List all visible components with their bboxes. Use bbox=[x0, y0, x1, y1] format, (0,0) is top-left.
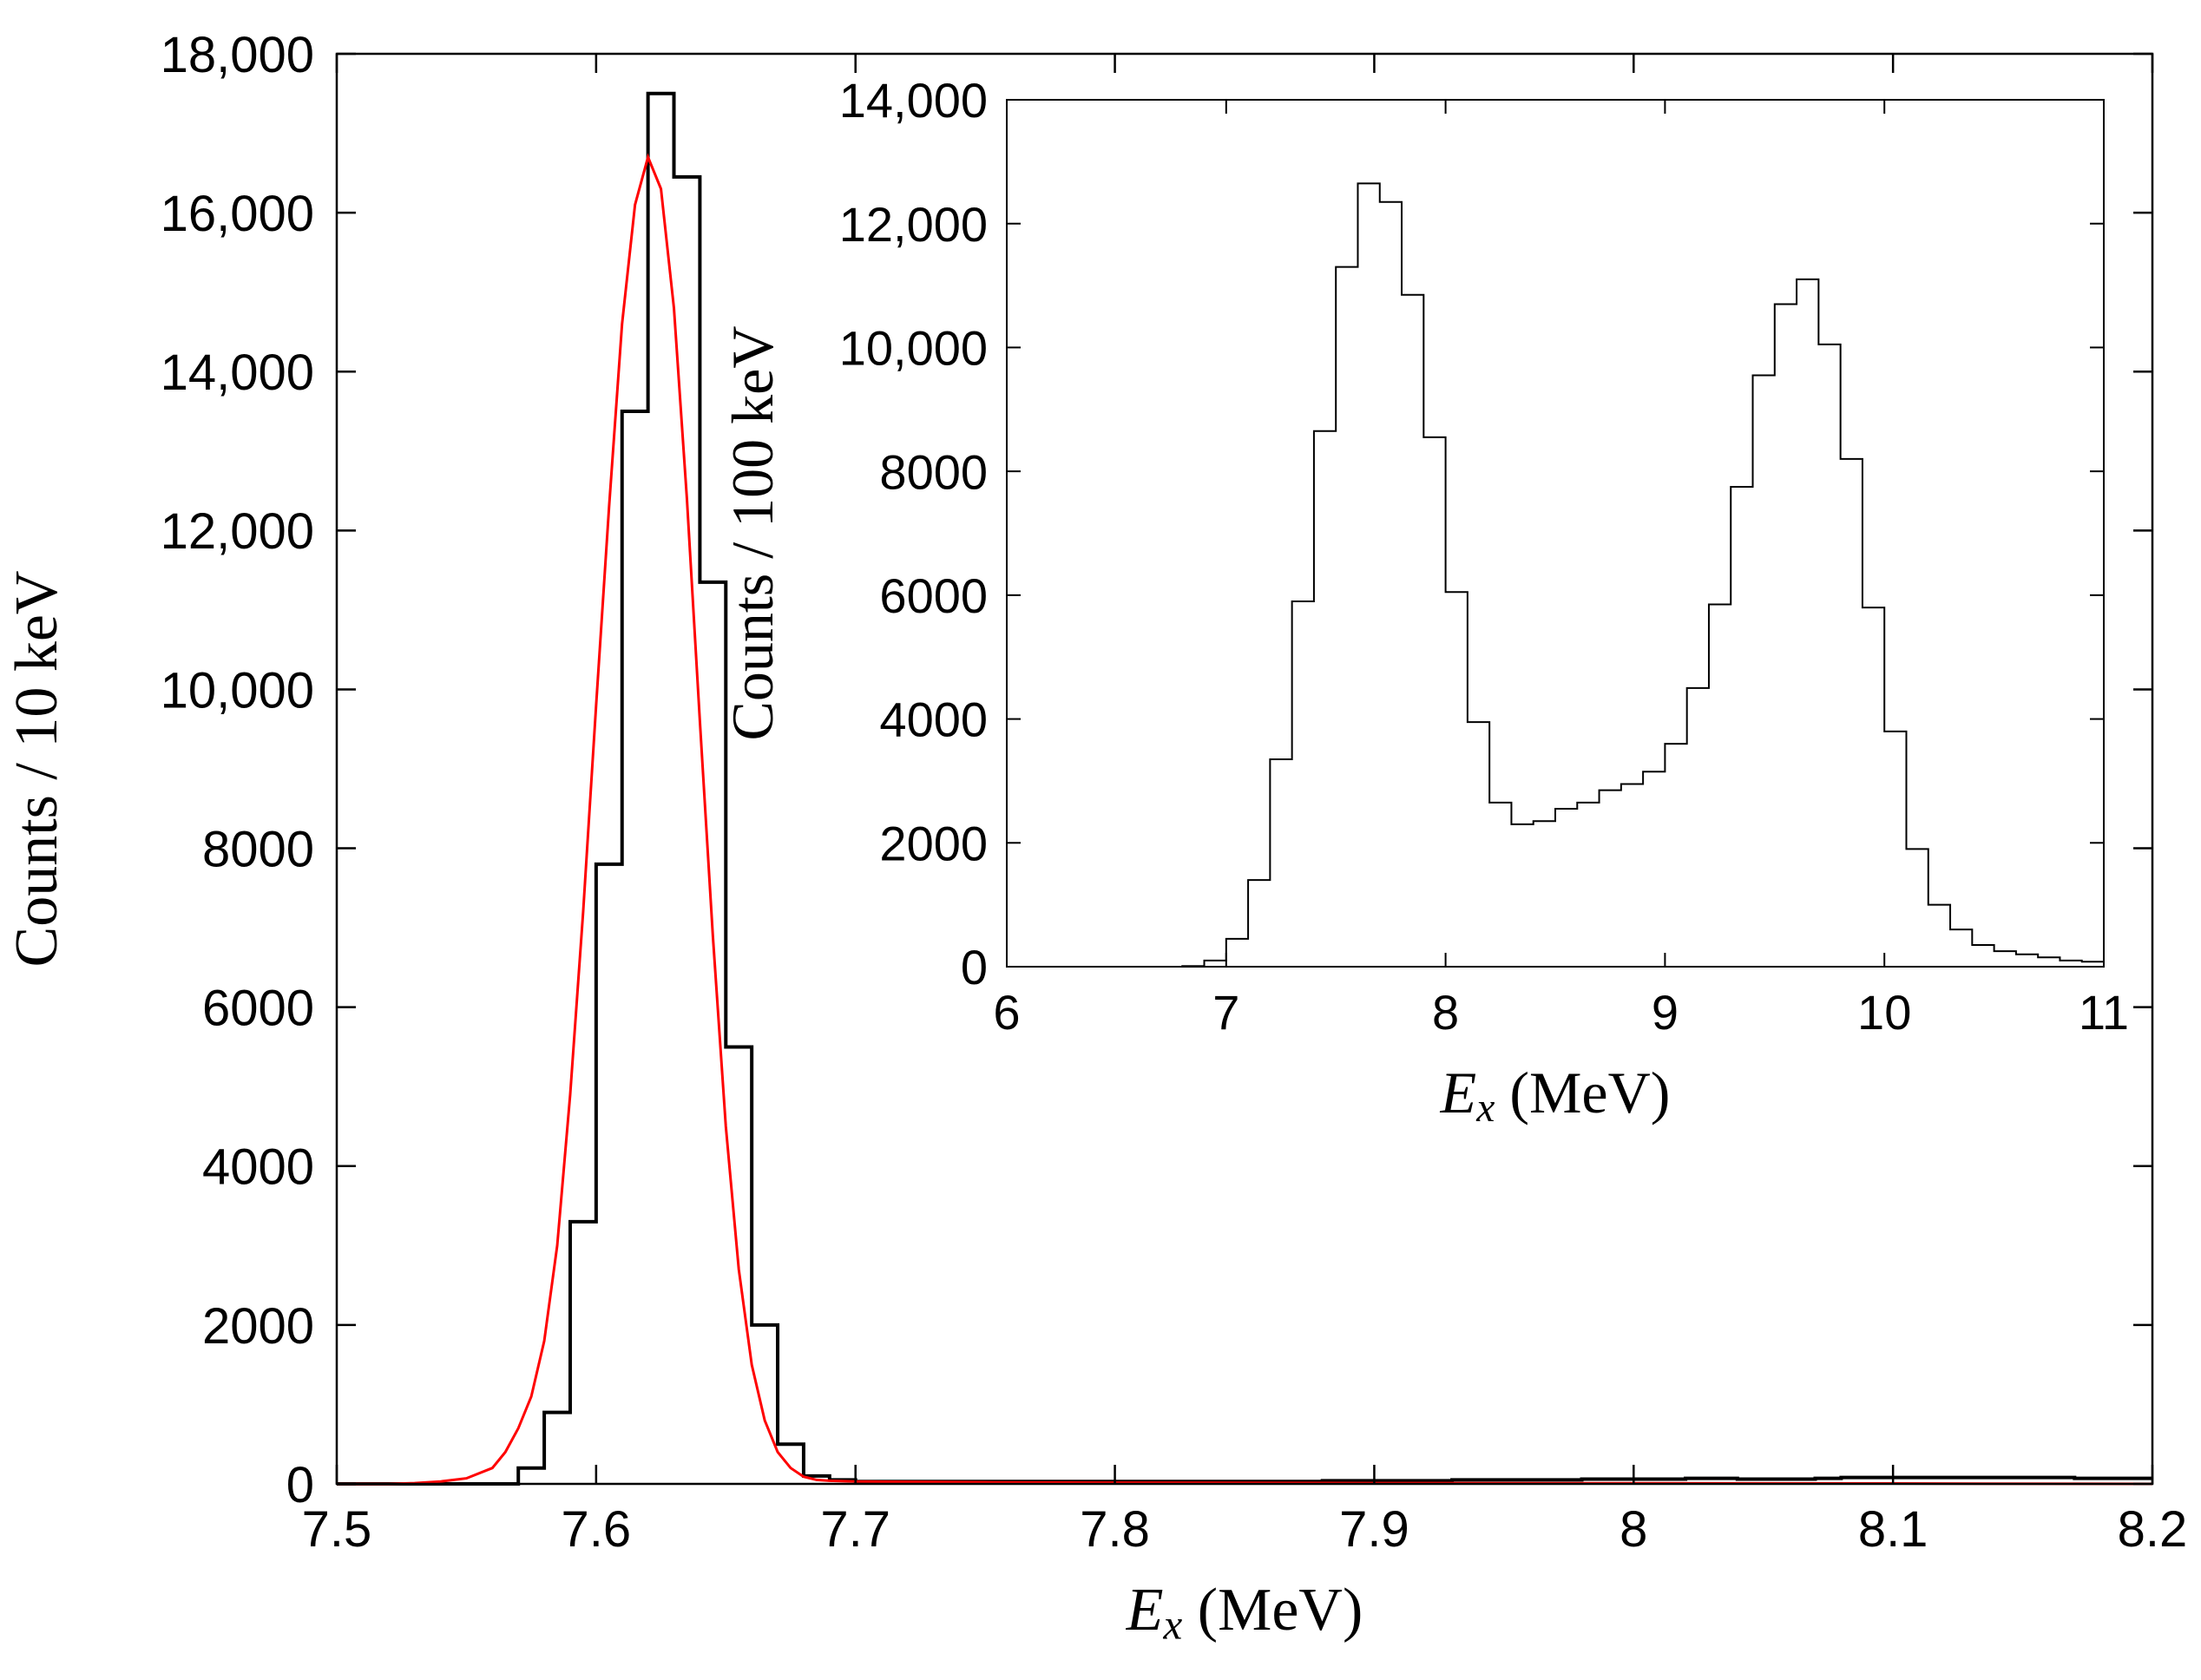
inset-ytick-label: 12,000 bbox=[839, 197, 988, 252]
main-x-axis-symbol: E bbox=[1126, 1577, 1164, 1644]
main-xtick-label: 8.1 bbox=[1858, 1501, 1928, 1558]
inset-xtick-label: 11 bbox=[2079, 985, 2129, 1040]
inset-ytick-label: 6000 bbox=[879, 568, 988, 623]
inset-x-axis-units: (MeV) bbox=[1495, 1060, 1670, 1125]
inset-ytick-label: 4000 bbox=[879, 692, 988, 747]
main-xtick-label: 7.6 bbox=[562, 1501, 632, 1558]
main-x-axis-units: (MeV) bbox=[1182, 1577, 1363, 1644]
inset-ytick-label: 10,000 bbox=[839, 321, 988, 376]
inset-y-axis-label: Counts / 100 keV bbox=[719, 326, 785, 741]
inset-x-axis-label: Ex (MeV) bbox=[1440, 1060, 1671, 1131]
main-ytick-label: 2000 bbox=[202, 1298, 314, 1355]
inset-xtick-label: 6 bbox=[993, 985, 1020, 1040]
inset-xtick-label: 7 bbox=[1212, 985, 1239, 1040]
inset-x-axis-symbol: E bbox=[1440, 1060, 1477, 1125]
main-xtick-label: 7.8 bbox=[1080, 1501, 1150, 1558]
inset-chart: 6 7 8 9 10 11 0 2000 4000 6000 8000 10,000 12,000 14,… bbox=[719, 73, 2129, 1131]
main-ytick-label: 12,000 bbox=[161, 503, 314, 560]
main-ytick-label: 8000 bbox=[202, 821, 314, 877]
inset-axes-frame bbox=[1006, 99, 2105, 968]
main-series-fit bbox=[337, 153, 2153, 1486]
inset-xtick-label: 10 bbox=[1857, 985, 1911, 1040]
main-xtick-label: 7.9 bbox=[1339, 1501, 1409, 1558]
main-xtick-label: 8 bbox=[1620, 1501, 1647, 1558]
main-axes-frame bbox=[335, 52, 2154, 1486]
main-x-axis-subscript: x bbox=[1163, 1601, 1183, 1649]
main-ytick-label: 18,000 bbox=[161, 27, 314, 83]
inset-x-axis-subscript: x bbox=[1475, 1086, 1495, 1131]
main-ytick-label: 6000 bbox=[202, 981, 314, 1037]
main-ytick-label: 0 bbox=[286, 1457, 314, 1513]
inset-xtick-label: 9 bbox=[1652, 985, 1679, 1040]
main-y-axis-label: Counts / 10 keV bbox=[3, 571, 70, 968]
main-ytick-label: 4000 bbox=[202, 1139, 314, 1196]
main-ytick-label: 10,000 bbox=[161, 662, 314, 719]
main-xtick-label: 8.2 bbox=[2118, 1501, 2188, 1558]
inset-ytick-label: 8000 bbox=[879, 444, 988, 499]
main-ytick-label: 16,000 bbox=[161, 186, 314, 242]
main-xtick-label: 7.5 bbox=[302, 1501, 372, 1558]
inset-ytick-label: 14,000 bbox=[839, 73, 988, 128]
inset-plot-background bbox=[1007, 100, 2104, 967]
main-ytick-label: 14,000 bbox=[161, 345, 314, 401]
main-xtick-label: 7.7 bbox=[820, 1501, 890, 1558]
inset-series-data bbox=[1007, 182, 2104, 968]
inset-ytick-label: 2000 bbox=[879, 816, 988, 870]
main-x-axis-label: Ex (MeV) bbox=[1126, 1577, 1363, 1649]
inset-ytick-label: 0 bbox=[961, 940, 988, 994]
inset-xtick-label: 8 bbox=[1432, 985, 1459, 1040]
